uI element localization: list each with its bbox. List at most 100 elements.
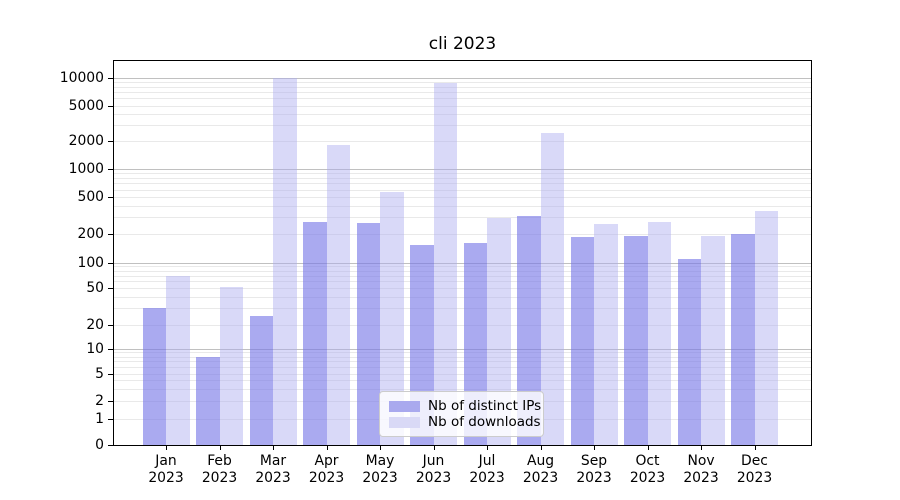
bar-distinct-ips-aug xyxy=(517,216,541,445)
x-tick-month: Dec xyxy=(741,453,768,469)
gridline-minor xyxy=(114,288,811,289)
y-tick-mark xyxy=(108,197,113,198)
legend-label-downloads: Nb of downloads xyxy=(428,414,541,430)
x-tick-label: May 2023 xyxy=(348,453,412,487)
bar-distinct-ips-apr xyxy=(303,222,327,445)
x-tick-year: 2023 xyxy=(308,470,345,486)
x-tick-month: Aug xyxy=(526,453,555,469)
x-tick-year: 2023 xyxy=(201,470,238,486)
gridline-minor xyxy=(114,106,811,107)
bar-downloads-mar xyxy=(273,77,297,445)
legend-item-downloads: Nb of downloads xyxy=(389,414,541,430)
legend-swatch-downloads xyxy=(389,416,420,428)
x-tick-mark xyxy=(701,445,702,450)
gridline-minor xyxy=(114,357,811,358)
chart-title: cli 2023 xyxy=(428,34,497,54)
gridline-major xyxy=(114,78,811,79)
gridline-minor xyxy=(114,352,811,353)
y-tick-mark xyxy=(108,78,113,79)
y-tick-mark xyxy=(108,445,113,446)
x-tick-month: Mar xyxy=(259,453,287,469)
gridline-minor xyxy=(114,367,811,368)
bar-downloads-jul xyxy=(487,218,511,445)
y-tick-label: 2000 xyxy=(68,133,104,149)
bar-downloads-apr xyxy=(326,145,350,445)
bar-distinct-ips-nov xyxy=(677,259,701,445)
gridline-major xyxy=(114,263,811,264)
x-tick-year: 2023 xyxy=(576,470,612,486)
x-tick-mark xyxy=(755,445,756,450)
bar-distinct-ips-sep xyxy=(570,236,594,445)
x-tick-year: 2023 xyxy=(522,470,559,486)
bar-downloads-oct xyxy=(647,222,671,445)
y-tick-label: 20 xyxy=(86,316,104,333)
x-tick-year: 2023 xyxy=(629,470,666,486)
x-tick-mark xyxy=(380,445,381,450)
gridline-minor xyxy=(114,183,811,184)
y-tick-label: 50 xyxy=(86,280,104,296)
y-tick-mark xyxy=(108,419,113,420)
gridline-minor xyxy=(114,308,811,309)
bar-distinct-ips-feb xyxy=(196,356,220,445)
gridline-minor xyxy=(114,178,811,179)
y-tick-mark xyxy=(108,288,113,289)
gridline-minor xyxy=(114,389,811,390)
y-tick-mark xyxy=(108,401,113,402)
y-tick-label: 5 xyxy=(95,365,104,382)
y-tick-label: 1000 xyxy=(68,161,104,177)
gridline-minor xyxy=(114,217,811,218)
x-tick-label: Jun 2023 xyxy=(402,453,466,487)
gridline-minor xyxy=(114,276,811,277)
bar-layer xyxy=(114,61,811,445)
bar-distinct-ips-oct xyxy=(624,235,648,445)
bar-downloads-dec xyxy=(754,210,778,445)
bar-downloads-nov xyxy=(701,235,725,445)
x-tick-mark xyxy=(487,445,488,450)
x-tick-month: May xyxy=(365,453,395,469)
x-tick-mark xyxy=(273,445,274,450)
y-tick-label: 1 xyxy=(95,411,104,427)
gridline-minor xyxy=(114,141,811,142)
y-tick-mark xyxy=(108,263,113,264)
y-tick-label: 2 xyxy=(95,393,104,409)
x-tick-mark xyxy=(648,445,649,450)
x-tick-year: 2023 xyxy=(736,470,773,486)
bar-distinct-ips-jan xyxy=(142,308,166,445)
legend: Nb of distinct IPs Nb of downloads xyxy=(379,391,544,437)
x-tick-mark xyxy=(220,445,221,450)
bar-downloads-jan xyxy=(166,275,190,445)
gridline-minor xyxy=(114,374,811,375)
y-tick-label: 0 xyxy=(95,437,104,453)
x-tick-month: Nov xyxy=(687,453,715,469)
x-tick-label: Jul 2023 xyxy=(455,453,519,487)
x-tick-mark xyxy=(327,445,328,450)
x-tick-year: 2023 xyxy=(415,470,452,486)
bar-distinct-ips-may xyxy=(356,222,380,445)
x-tick-label: Aug 2023 xyxy=(509,453,573,487)
gridline-minor xyxy=(114,87,811,88)
x-tick-label: Apr 2023 xyxy=(295,453,359,487)
x-tick-label: Jan 2023 xyxy=(134,453,198,487)
y-tick-mark xyxy=(108,141,113,142)
x-tick-month: Oct xyxy=(635,453,660,469)
x-tick-label: Mar 2023 xyxy=(241,453,305,487)
gridline-minor xyxy=(114,114,811,115)
plot-area: 0 1 2 5 10 20 50 100 200 500 1000 2000 5000 10000 Jan 2… xyxy=(60,60,812,487)
gridline-minor xyxy=(114,380,811,381)
gridline-minor xyxy=(114,271,811,272)
x-tick-mark xyxy=(166,445,167,450)
x-tick-year: 2023 xyxy=(683,470,719,486)
grid-layer xyxy=(114,61,811,445)
bar-downloads-aug xyxy=(540,133,564,445)
x-tick-label: Feb 2023 xyxy=(188,453,252,487)
x-tick-mark xyxy=(594,445,595,450)
gridline-minor xyxy=(114,125,811,126)
gridline-minor xyxy=(114,197,811,198)
axis-layer: 0 1 2 5 10 20 50 100 200 500 1000 2000 5000 10000 Jan 2… xyxy=(60,61,811,487)
gridline-minor xyxy=(114,190,811,191)
gridline-minor xyxy=(114,281,811,282)
x-tick-label: Sep 2023 xyxy=(562,453,626,487)
gridline-minor xyxy=(114,173,811,174)
x-tick-year: 2023 xyxy=(362,470,398,486)
